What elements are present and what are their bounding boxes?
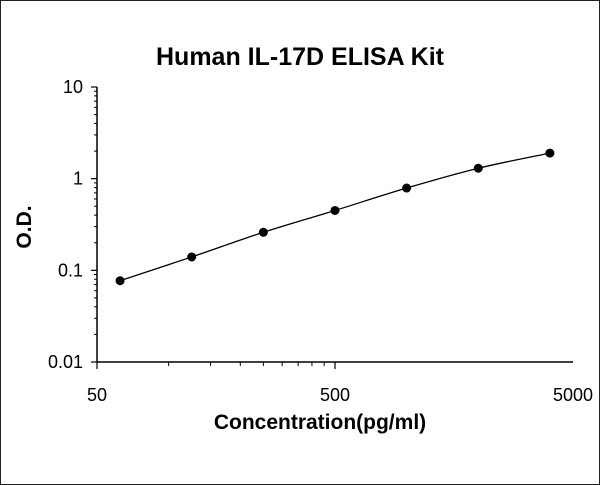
data-point [473, 163, 483, 173]
data-point [545, 148, 555, 158]
data-point [330, 205, 340, 215]
data-point [258, 227, 268, 237]
chart-title: Human IL-17D ELISA Kit [156, 43, 444, 71]
y-tick-label: 10 [63, 77, 83, 97]
x-tick-label: 50 [87, 385, 107, 405]
x-axis-label: Concentration(pg/ml) [213, 411, 427, 434]
axes [91, 86, 573, 369]
data-point [402, 183, 412, 193]
data-point [187, 252, 197, 262]
data-point [115, 276, 125, 286]
x-tick-label: 5000 [553, 385, 593, 405]
data-points [115, 148, 555, 286]
y-tick-label: 0.01 [48, 352, 83, 372]
fit-curve [119, 152, 551, 282]
y-tick-label: 0.1 [58, 260, 83, 280]
x-tick-label: 500 [320, 385, 350, 405]
fit-curve-layer [119, 152, 551, 282]
y-axis-label: O.D. [13, 205, 36, 249]
y-tick-label: 1 [73, 169, 83, 189]
